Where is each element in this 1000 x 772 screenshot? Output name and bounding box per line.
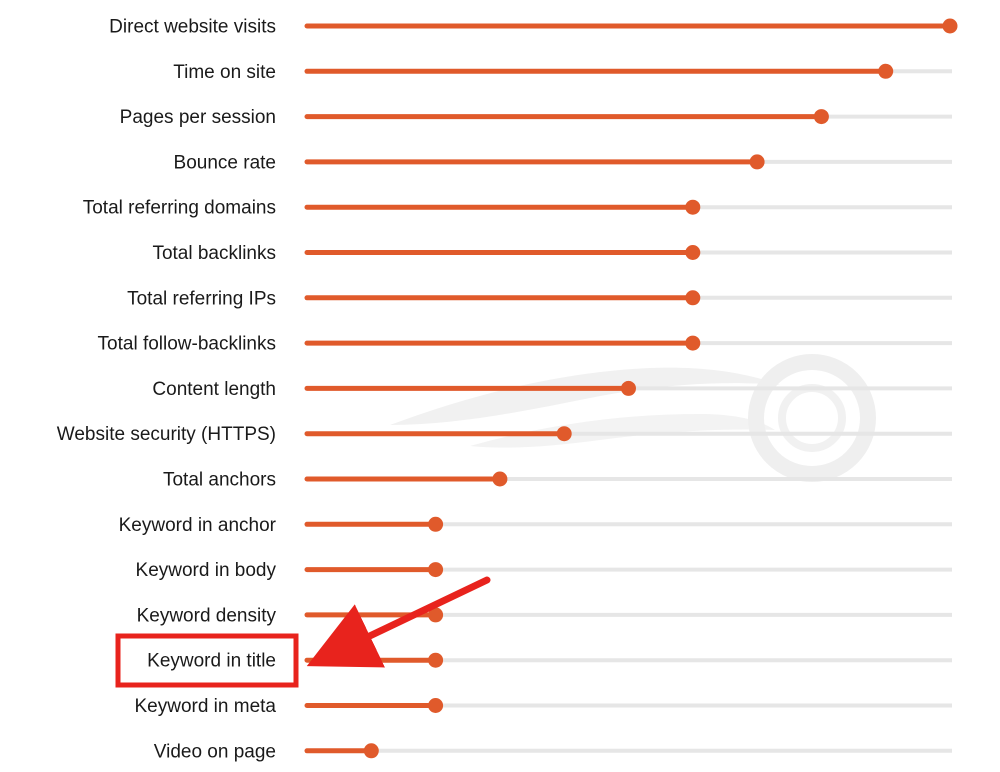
category-label: Pages per session xyxy=(120,107,276,128)
category-label: Total follow-backlinks xyxy=(98,334,276,355)
value-point xyxy=(428,516,444,532)
arrow-icon xyxy=(306,576,491,668)
value-point xyxy=(813,109,829,125)
value-point xyxy=(428,562,444,578)
value-point xyxy=(428,607,444,623)
value-point xyxy=(749,154,765,170)
category-label: Total referring domains xyxy=(83,198,276,219)
semrush-logo-icon xyxy=(390,354,876,482)
category-label: Total backlinks xyxy=(152,243,276,264)
value-point xyxy=(685,245,701,260)
category-label: Video on page xyxy=(154,741,276,762)
category-label: Keyword in meta xyxy=(134,696,276,717)
value-point xyxy=(685,335,701,351)
category-label: Website security (HTTPS) xyxy=(57,424,276,445)
highlight-box xyxy=(115,633,299,688)
category-label: Time on site xyxy=(173,62,276,83)
category-label: Keyword in title xyxy=(147,651,276,672)
value-point xyxy=(685,290,701,306)
value-point xyxy=(556,426,572,442)
value-point xyxy=(878,63,894,79)
value-point xyxy=(363,743,379,759)
value-point xyxy=(685,199,701,215)
category-label: Total anchors xyxy=(163,470,276,491)
value-point xyxy=(428,698,444,713)
chart-rows: Direct website visits Time on site Pages p… xyxy=(57,17,958,762)
value-point xyxy=(621,380,636,396)
category-label: Direct website visits xyxy=(109,17,276,38)
value-point xyxy=(492,471,508,487)
category-label: Keyword in body xyxy=(136,560,277,581)
value-point xyxy=(942,18,958,34)
category-label: Total referring IPs xyxy=(127,288,276,309)
highlight-annotation xyxy=(115,576,491,688)
value-point xyxy=(428,652,444,668)
category-label: Bounce rate xyxy=(174,152,276,173)
category-label: Content length xyxy=(152,379,276,400)
category-label: Keyword in anchor xyxy=(119,515,277,536)
category-label: Keyword density xyxy=(137,605,277,626)
